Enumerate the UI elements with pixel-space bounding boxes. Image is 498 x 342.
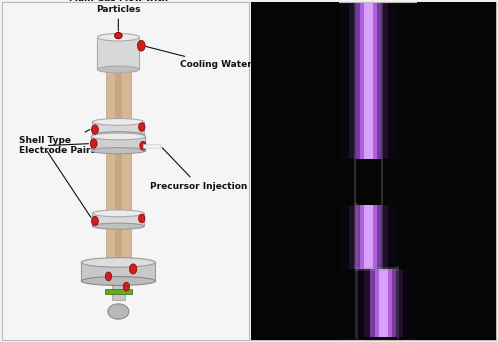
Bar <box>105 289 132 294</box>
Ellipse shape <box>93 223 144 229</box>
Bar <box>106 69 130 122</box>
Bar <box>417 2 496 340</box>
Circle shape <box>129 264 137 274</box>
Bar <box>115 69 122 122</box>
Ellipse shape <box>93 119 144 125</box>
Ellipse shape <box>98 34 139 41</box>
Bar <box>341 205 396 269</box>
Circle shape <box>123 282 129 291</box>
Ellipse shape <box>93 210 144 217</box>
Bar <box>365 2 373 159</box>
Ellipse shape <box>98 66 139 73</box>
Text: Main Gas Flow with
Particles: Main Gas Flow with Particles <box>69 0 168 31</box>
Bar <box>91 136 145 151</box>
Bar <box>93 122 144 135</box>
Ellipse shape <box>91 148 145 154</box>
Circle shape <box>138 123 145 131</box>
Circle shape <box>105 272 112 281</box>
Bar <box>360 2 377 159</box>
Ellipse shape <box>362 173 405 196</box>
Bar <box>355 203 358 339</box>
Bar <box>81 262 155 281</box>
Text: Precursor Injection: Precursor Injection <box>150 148 248 191</box>
Circle shape <box>138 214 145 223</box>
Bar <box>251 159 496 205</box>
Bar <box>341 2 396 159</box>
Bar <box>115 151 122 213</box>
Bar <box>251 2 339 340</box>
Ellipse shape <box>81 277 155 286</box>
Circle shape <box>137 40 145 51</box>
Bar <box>355 2 382 159</box>
Text: Cooling Water: Cooling Water <box>146 47 251 69</box>
Bar <box>370 269 397 337</box>
Circle shape <box>90 139 97 148</box>
Bar <box>397 266 399 339</box>
Bar <box>371 269 396 337</box>
Bar <box>143 144 159 148</box>
Bar <box>106 151 130 213</box>
Bar <box>356 205 381 269</box>
Ellipse shape <box>91 133 145 140</box>
Bar <box>355 267 398 271</box>
Bar <box>356 2 381 159</box>
Ellipse shape <box>81 258 155 267</box>
Bar <box>349 205 388 269</box>
Bar <box>349 2 388 159</box>
Bar <box>98 37 139 69</box>
Text: Shell Type
Electrode Pairs: Shell Type Electrode Pairs <box>18 130 96 155</box>
Bar <box>112 281 125 300</box>
Bar <box>365 205 373 269</box>
Bar <box>106 226 130 262</box>
Bar <box>364 269 403 337</box>
Circle shape <box>92 216 99 226</box>
Bar <box>360 205 377 269</box>
Bar <box>354 2 357 269</box>
Bar <box>355 205 382 269</box>
Ellipse shape <box>93 132 144 138</box>
Circle shape <box>92 125 99 134</box>
Bar <box>379 269 387 337</box>
Bar <box>374 269 392 337</box>
Bar <box>381 2 383 269</box>
Bar <box>115 226 122 262</box>
Bar <box>93 213 144 226</box>
Ellipse shape <box>115 32 122 39</box>
Bar <box>356 269 410 337</box>
Ellipse shape <box>339 164 417 198</box>
Ellipse shape <box>108 304 129 319</box>
Circle shape <box>140 141 146 150</box>
